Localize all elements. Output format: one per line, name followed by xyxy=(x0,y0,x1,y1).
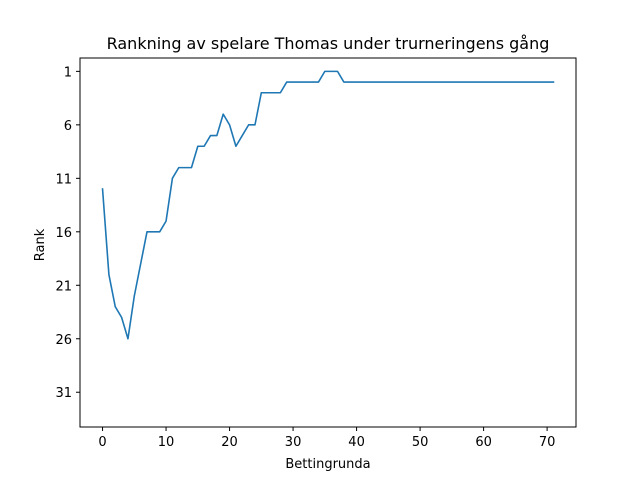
y-tick-label-21: 21 xyxy=(55,279,72,294)
y-tick-label-6: 6 xyxy=(64,119,72,134)
y-tick-label-11: 11 xyxy=(55,172,72,187)
x-tick-label-60: 60 xyxy=(475,435,492,450)
x-tick-label-50: 50 xyxy=(412,435,429,450)
y-tick-label-26: 26 xyxy=(55,333,72,348)
x-tick-label-70: 70 xyxy=(539,435,556,450)
x-tick-label-30: 30 xyxy=(285,435,302,450)
series-layer xyxy=(101,70,555,340)
x-tick-label-20: 20 xyxy=(221,435,238,450)
x-axis-ticks: 0 10 20 30 40 50 60 70 xyxy=(98,427,555,450)
axes-frame xyxy=(79,57,577,428)
x-axis-label: Bettingrunda xyxy=(285,457,370,472)
y-tick-label-16: 16 xyxy=(55,226,72,241)
x-tick-label-40: 40 xyxy=(348,435,365,450)
y-tick-label-1: 1 xyxy=(64,65,72,80)
chart-title: Rankning av spelare Thomas under trurner… xyxy=(107,34,550,53)
y-tick-label-31: 31 xyxy=(55,386,72,401)
y-axis-label: Rank xyxy=(33,228,48,261)
x-tick-label-10: 10 xyxy=(158,435,175,450)
series-line-0 xyxy=(101,70,555,340)
x-tick-label-0: 0 xyxy=(98,435,106,450)
